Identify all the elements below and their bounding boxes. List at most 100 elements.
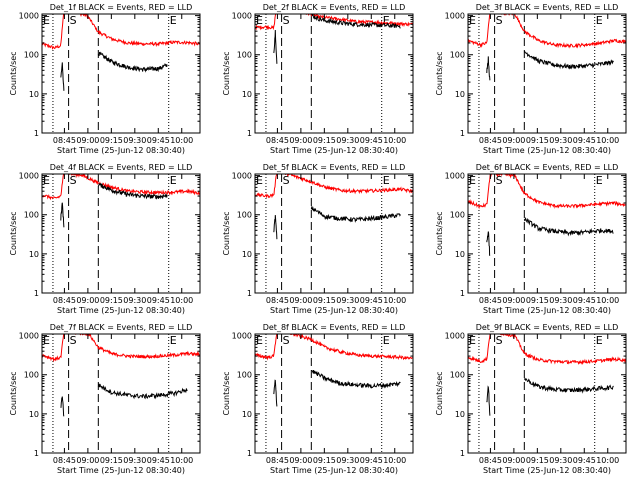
x-tick-label: 08:45 xyxy=(479,456,502,465)
detector-panel-2: Det_2f BLACK = Events, RED = LLD S E E 1 10 10… xyxy=(222,3,414,155)
detector-panel-6: Det_6f BLACK = Events, RED = LLD S E E 1 10 10… xyxy=(435,163,627,315)
y-tick-label: 1 xyxy=(247,129,252,138)
x-tick-label: 09:45 xyxy=(147,456,170,465)
plot-frame xyxy=(41,333,201,454)
panel-title: Det_5f BLACK = Events, RED = LLD xyxy=(263,163,406,172)
x-tick-label: 09:30 xyxy=(123,296,146,305)
time-marker-S: S xyxy=(70,174,77,187)
time-marker-S: S xyxy=(283,174,290,187)
x-axis-label: Start Time (25-Jun-12 08:30:40) xyxy=(270,146,398,155)
x-tick-label: 09:15 xyxy=(100,456,123,465)
panel-title: Det_9f BLACK = Events, RED = LLD xyxy=(476,323,619,332)
events-series-line xyxy=(310,206,401,223)
y-tick-label: 100 xyxy=(237,211,252,220)
events-series-line xyxy=(97,182,168,200)
y-tick-label: 100 xyxy=(24,371,39,380)
x-tick-label: 09:30 xyxy=(336,136,359,145)
detector-panel-8: Det_8f BLACK = Events, RED = LLD S E E 1 10 10… xyxy=(222,323,414,475)
events-series-spike xyxy=(60,202,65,228)
x-axis-label: Start Time (25-Jun-12 08:30:40) xyxy=(57,466,185,475)
lld-series-line xyxy=(468,14,626,49)
lld-series-line xyxy=(255,174,413,199)
events-series-spike xyxy=(273,379,278,407)
x-tick-label: 09:15 xyxy=(100,296,123,305)
x-axis-label: Start Time (25-Jun-12 08:30:40) xyxy=(57,306,185,315)
y-tick-label: 100 xyxy=(450,211,465,220)
events-series-spike xyxy=(486,231,491,256)
y-axis-label: Counts/sec xyxy=(435,371,444,415)
y-tick-label: 1000 xyxy=(232,12,252,21)
panel-title: Det_7f BLACK = Events, RED = LLD xyxy=(50,323,193,332)
y-tick-label: 1000 xyxy=(232,172,252,181)
y-tick-label: 1 xyxy=(34,129,39,138)
x-axis-label: Start Time (25-Jun-12 08:30:40) xyxy=(57,146,185,155)
x-tick-label: 10:00 xyxy=(170,456,193,465)
detector-panel-9: Det_9f BLACK = Events, RED = LLD S E E 1 10 10… xyxy=(435,323,627,475)
x-tick-label: 09:00 xyxy=(76,136,99,145)
lld-series-line xyxy=(255,14,413,31)
y-tick-label: 1000 xyxy=(19,12,39,21)
y-tick-label: 10 xyxy=(29,90,39,99)
time-marker-E: E xyxy=(170,14,177,27)
y-tick-label: 1000 xyxy=(19,332,39,341)
x-tick-label: 10:00 xyxy=(383,456,406,465)
y-axis-label: Counts/sec xyxy=(222,211,231,255)
x-tick-label: 09:15 xyxy=(526,296,549,305)
time-marker-E: E xyxy=(383,14,390,27)
x-tick-label: 09:45 xyxy=(573,456,596,465)
x-tick-label: 10:00 xyxy=(383,136,406,145)
time-marker-E: E xyxy=(383,334,390,347)
time-marker-E: E xyxy=(383,174,390,187)
y-tick-label: 1 xyxy=(460,449,465,458)
y-tick-label: 100 xyxy=(24,211,39,220)
plot-frame xyxy=(41,173,201,294)
time-marker-E: E xyxy=(596,334,603,347)
time-marker-S: S xyxy=(70,334,77,347)
x-tick-label: 09:45 xyxy=(147,136,170,145)
y-tick-label: 100 xyxy=(237,371,252,380)
time-marker-E-start: E xyxy=(43,14,50,27)
x-tick-label: 08:45 xyxy=(53,296,76,305)
time-marker-E-start: E xyxy=(469,14,476,27)
x-axis-label: Start Time (25-Jun-12 08:30:40) xyxy=(483,306,611,315)
y-tick-label: 10 xyxy=(455,250,465,259)
x-tick-label: 08:45 xyxy=(53,456,76,465)
plot-frame xyxy=(254,13,414,134)
y-tick-label: 1000 xyxy=(232,332,252,341)
lld-series-line xyxy=(42,174,200,201)
y-tick-label: 100 xyxy=(24,51,39,60)
time-marker-E: E xyxy=(596,14,603,27)
events-series-line xyxy=(523,50,614,70)
lld-series-line xyxy=(42,334,200,363)
plot-frame xyxy=(254,333,414,454)
events-series-spike xyxy=(486,56,491,81)
y-axis-label: Counts/sec xyxy=(222,51,231,95)
time-marker-E-start: E xyxy=(256,174,263,187)
x-tick-label: 10:00 xyxy=(596,456,619,465)
y-tick-label: 1 xyxy=(460,289,465,298)
plot-frame xyxy=(41,13,201,134)
x-tick-label: 08:45 xyxy=(266,456,289,465)
detector-panel-1: Det_1f BLACK = Events, RED = LLD S E E 1 10 10… xyxy=(9,3,201,155)
time-marker-S: S xyxy=(496,334,503,347)
x-tick-label: 10:00 xyxy=(596,296,619,305)
x-tick-label: 10:00 xyxy=(170,136,193,145)
x-tick-label: 09:00 xyxy=(289,136,312,145)
x-tick-label: 09:15 xyxy=(313,456,336,465)
panel-title: Det_4f BLACK = Events, RED = LLD xyxy=(50,163,193,172)
panel-title: Det_1f BLACK = Events, RED = LLD xyxy=(50,3,193,12)
y-axis-label: Counts/sec xyxy=(9,211,18,255)
x-tick-label: 09:00 xyxy=(502,456,525,465)
x-tick-label: 09:15 xyxy=(100,136,123,145)
y-tick-label: 100 xyxy=(450,371,465,380)
x-tick-label: 10:00 xyxy=(383,296,406,305)
time-marker-E-start: E xyxy=(469,334,476,347)
detector-panel-3: Det_3f BLACK = Events, RED = LLD S E E 1 10 10… xyxy=(435,3,627,155)
x-tick-label: 09:45 xyxy=(360,296,383,305)
y-tick-label: 10 xyxy=(29,410,39,419)
y-axis-label: Counts/sec xyxy=(435,51,444,95)
y-tick-label: 1 xyxy=(34,289,39,298)
panel-title: Det_8f BLACK = Events, RED = LLD xyxy=(263,323,406,332)
x-tick-label: 10:00 xyxy=(596,136,619,145)
y-tick-label: 1000 xyxy=(445,172,465,181)
